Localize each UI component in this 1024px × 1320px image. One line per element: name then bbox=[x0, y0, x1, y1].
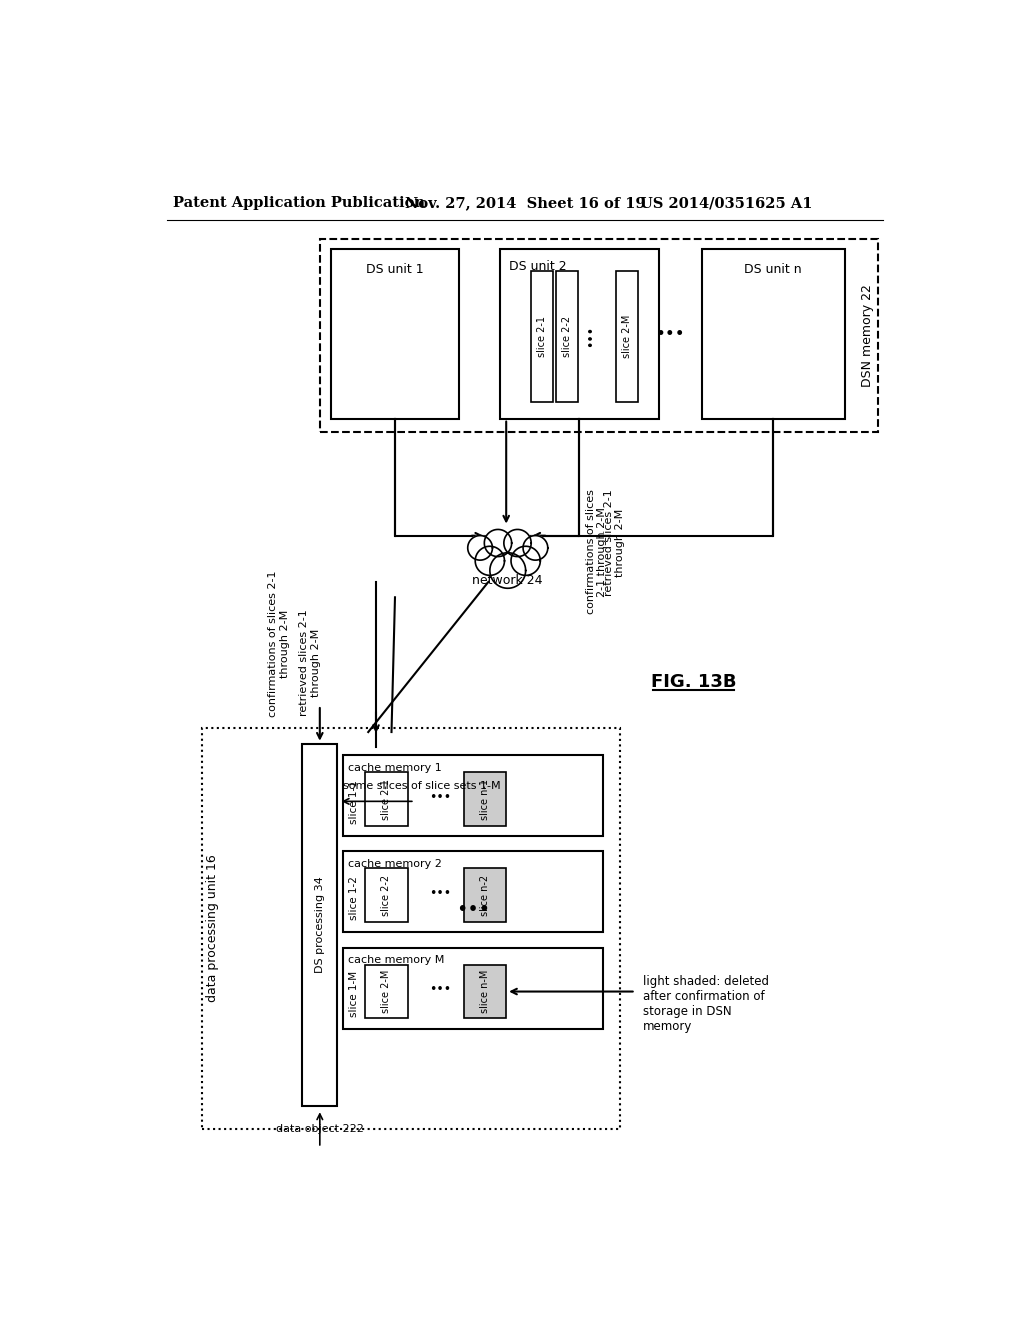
Text: •••: ••• bbox=[429, 791, 452, 804]
Text: confirmations of slices 2-1
through 2-M: confirmations of slices 2-1 through 2-M bbox=[268, 570, 290, 717]
Circle shape bbox=[489, 553, 525, 589]
Bar bbox=[616, 271, 638, 401]
Text: slice 2-M: slice 2-M bbox=[623, 314, 632, 358]
Text: cache memory M: cache memory M bbox=[348, 956, 444, 965]
Bar bbox=[464, 965, 506, 1019]
Text: slice 2-2: slice 2-2 bbox=[561, 315, 571, 356]
Text: DS unit 2: DS unit 2 bbox=[509, 260, 567, 273]
Text: •••: ••• bbox=[429, 983, 452, 997]
Text: network 24: network 24 bbox=[472, 574, 543, 587]
Circle shape bbox=[523, 536, 548, 560]
Text: slice 1-M: slice 1-M bbox=[349, 972, 359, 1018]
Bar bbox=[366, 772, 408, 826]
Bar bbox=[343, 948, 603, 1028]
Bar bbox=[202, 729, 621, 1129]
Circle shape bbox=[511, 546, 541, 576]
Bar bbox=[343, 851, 603, 932]
Text: slice 1-2: slice 1-2 bbox=[349, 876, 359, 920]
Text: slice n-1: slice n-1 bbox=[480, 779, 489, 820]
Text: slice n-M: slice n-M bbox=[480, 970, 489, 1014]
Text: •••: ••• bbox=[457, 900, 490, 919]
Bar bbox=[701, 249, 845, 418]
Bar bbox=[321, 239, 879, 432]
Circle shape bbox=[484, 529, 512, 557]
Circle shape bbox=[468, 536, 493, 560]
Text: retrieved slices 2-1
through 2-M: retrieved slices 2-1 through 2-M bbox=[299, 610, 321, 717]
Text: confirmations of slices
2-1 through 2-M: confirmations of slices 2-1 through 2-M bbox=[586, 490, 607, 614]
Text: •••: ••• bbox=[429, 887, 452, 900]
Text: slice 2-1: slice 2-1 bbox=[537, 315, 547, 356]
Text: FIG. 13B: FIG. 13B bbox=[651, 673, 736, 690]
Text: Nov. 27, 2014  Sheet 16 of 19: Nov. 27, 2014 Sheet 16 of 19 bbox=[406, 197, 646, 210]
Text: •••: ••• bbox=[655, 325, 685, 343]
Text: •••: ••• bbox=[584, 325, 597, 347]
Bar bbox=[366, 869, 408, 923]
Text: cache memory 1: cache memory 1 bbox=[348, 763, 441, 772]
Text: data processing unit 16: data processing unit 16 bbox=[206, 854, 219, 1002]
Bar bbox=[500, 249, 658, 418]
Bar bbox=[343, 755, 603, 836]
Text: US 2014/0351625 A1: US 2014/0351625 A1 bbox=[640, 197, 812, 210]
Text: slice 2-1: slice 2-1 bbox=[382, 779, 391, 820]
Text: DS unit 1: DS unit 1 bbox=[367, 263, 424, 276]
Text: retrieved slices 2-1
through 2-M: retrieved slices 2-1 through 2-M bbox=[603, 490, 625, 597]
Circle shape bbox=[475, 546, 505, 576]
Text: light shaded: deleted
after confirmation of
storage in DSN
memory: light shaded: deleted after confirmation… bbox=[643, 974, 769, 1032]
Bar bbox=[331, 249, 459, 418]
Text: slice n-2: slice n-2 bbox=[480, 875, 489, 916]
Text: some slices of slice sets 1-M: some slices of slice sets 1-M bbox=[343, 781, 501, 791]
Text: DS unit n: DS unit n bbox=[744, 263, 802, 276]
Bar bbox=[464, 772, 506, 826]
Bar bbox=[531, 271, 553, 401]
Circle shape bbox=[504, 529, 531, 557]
Text: slice 2-M: slice 2-M bbox=[382, 970, 391, 1014]
Bar bbox=[464, 869, 506, 923]
Bar bbox=[366, 965, 408, 1019]
Text: DS processing 34: DS processing 34 bbox=[314, 876, 325, 973]
Text: DSN memory 22: DSN memory 22 bbox=[861, 284, 873, 387]
Text: slice 2-2: slice 2-2 bbox=[382, 875, 391, 916]
Text: data object 222: data object 222 bbox=[275, 1123, 364, 1134]
Bar bbox=[302, 743, 337, 1106]
Text: Patent Application Publication: Patent Application Publication bbox=[173, 197, 425, 210]
Text: slice 1-1: slice 1-1 bbox=[349, 780, 359, 824]
Text: cache memory 2: cache memory 2 bbox=[348, 859, 442, 869]
Bar bbox=[556, 271, 578, 401]
